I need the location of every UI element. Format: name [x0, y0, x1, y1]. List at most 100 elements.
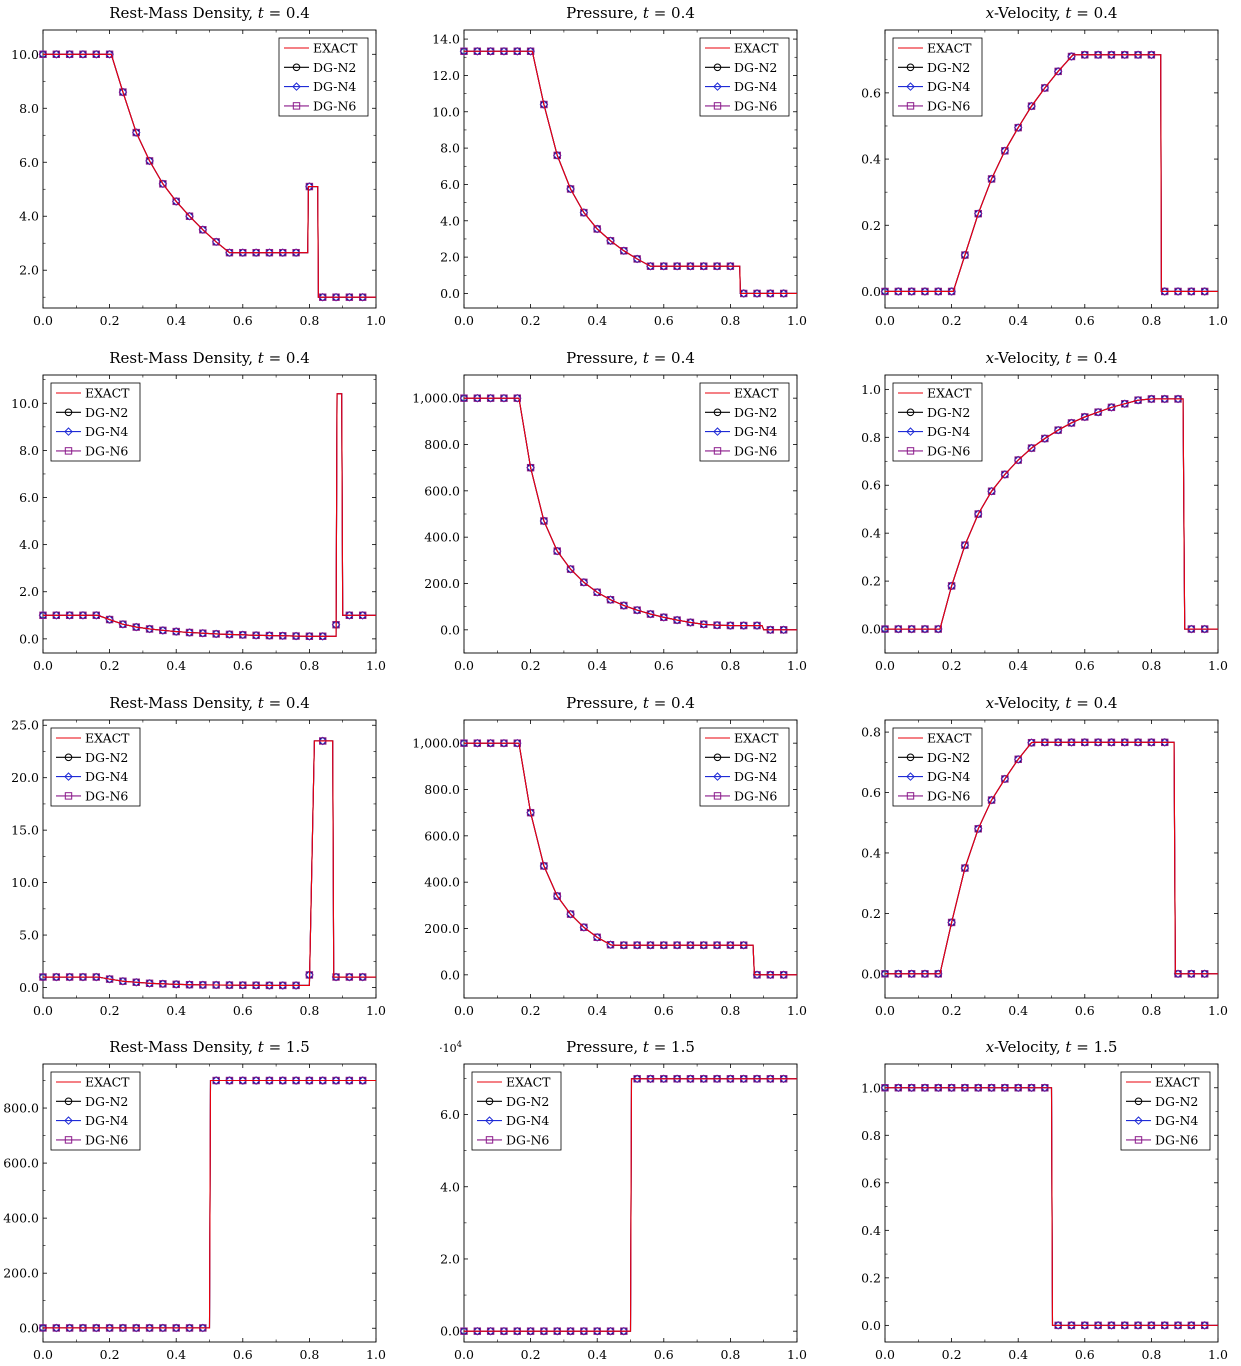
title-equals: = — [649, 1038, 671, 1056]
y-tick-label: 0.8 — [861, 725, 881, 740]
marker-dg-n6 — [580, 923, 588, 932]
marker-dg-n6 — [633, 606, 641, 614]
marker-dg-n6 — [1014, 123, 1022, 132]
x-tick-label: 0.8 — [720, 658, 740, 673]
title-time-value: 1.5 — [1094, 1038, 1118, 1056]
y-tick-label: 400.0 — [3, 1211, 39, 1226]
x-tick-label: 0.0 — [33, 1347, 53, 1362]
title-time-value: 0.4 — [286, 4, 310, 22]
y-tick-label: 2.0 — [19, 263, 39, 278]
legend: EXACT DG-N2 DG-N4 DG-N6 — [892, 727, 983, 807]
y-tick-label: 0.0 — [861, 284, 881, 299]
title-time-symbol: t — [1065, 349, 1072, 367]
marker-dg-n6 — [987, 796, 996, 804]
title-text: Rest-Mass Density, — [109, 349, 258, 367]
x-tick-label: 0.6 — [1075, 658, 1095, 673]
panel-3: Rest-Mass Density, t = 0.4 0.0 0.2 0.4 0.6 0.… — [11, 349, 386, 673]
legend: EXACT DG-N2 DG-N4 DG-N6 — [50, 1071, 141, 1151]
title-text: Rest-Mass Density, — [109, 694, 258, 712]
series-line-exact — [885, 398, 1218, 630]
title-equals: = — [264, 694, 286, 712]
y-tick-label: 4.0 — [19, 209, 39, 224]
marker-dg-n6 — [974, 209, 982, 218]
legend-label: DG-N6 — [734, 443, 777, 458]
series-line-exact — [885, 741, 1218, 975]
marker-dg-n6 — [1001, 775, 1009, 783]
marker-dg-n6 — [172, 197, 180, 206]
marker-dg-n6 — [606, 237, 615, 245]
title-time-value: 0.4 — [1094, 694, 1118, 712]
legend-label: DG-N4 — [1155, 1113, 1198, 1128]
marker-dg-n6 — [947, 918, 956, 927]
y-tick-label: 0.8 — [861, 430, 881, 445]
x-tick-label: 0.4 — [1008, 1347, 1028, 1362]
x-tick-label: 0.4 — [166, 313, 186, 328]
y-tick-label: 1.0 — [861, 1080, 881, 1095]
marker-dg-n6 — [580, 208, 588, 217]
marker-dg-n6 — [185, 212, 194, 220]
y-tick-label: 20.0 — [11, 770, 39, 785]
panel-8: x-Velocity, t = 0.4 0.0 0.2 0.4 0.6 0.8 1.0 0.0… — [861, 694, 1228, 1018]
title-time-symbol: t — [258, 4, 265, 22]
legend-marker — [64, 447, 73, 455]
series-line-exact — [464, 50, 797, 295]
x-tick-label: 0.0 — [33, 658, 53, 673]
legend-marker — [906, 82, 915, 91]
x-tick-label: 0.4 — [587, 313, 607, 328]
title-text: Pressure, — [566, 349, 643, 367]
x-tick-label: 0.6 — [1075, 1347, 1095, 1362]
panel-2: x-Velocity, t = 0.4 0.0 0.2 0.4 0.6 0.8 1.0 0.0… — [861, 4, 1228, 328]
legend-label: EXACT — [506, 1075, 551, 1090]
x-tick-label: 1.0 — [1208, 1347, 1228, 1362]
title-equals: = — [264, 4, 286, 22]
x-tick-label: 0.0 — [875, 658, 895, 673]
legend-marker — [64, 1116, 73, 1125]
title-text: Pressure, — [566, 1038, 643, 1056]
legend-label: DG-N2 — [734, 405, 777, 420]
series-line-exact — [43, 1079, 376, 1329]
legend-label: DG-N4 — [313, 79, 356, 94]
legend-label: EXACT — [734, 386, 779, 401]
marker-dg-n6 — [159, 180, 167, 188]
y-tick-label: 8.0 — [19, 101, 39, 116]
marker-dg-n6 — [580, 578, 588, 587]
legend-marker — [292, 102, 301, 110]
x-tick-label: 0.2 — [942, 658, 962, 673]
x-tick-label: 0.4 — [587, 1347, 607, 1362]
title-text: -Velocity, — [994, 694, 1065, 712]
x-tick-label: 1.0 — [787, 1347, 807, 1362]
y-tick-label: 400.0 — [424, 530, 460, 545]
x-tick-label: 0.8 — [299, 658, 319, 673]
legend-marker — [906, 772, 915, 781]
panel-9: Rest-Mass Density, t = 1.5 0.0 0.2 0.4 0.6 0.… — [3, 1038, 386, 1362]
panel-10: Pressure, t = 1.5 0.0 0.2 0.4 0.6 0.8 1.0 0.0 2.… — [439, 1038, 807, 1362]
title-time-symbol: t — [258, 349, 265, 367]
x-tick-label: 0.8 — [720, 1347, 740, 1362]
y-tick-label: 0.4 — [861, 1223, 881, 1238]
x-tick-label: 0.0 — [454, 1347, 474, 1362]
title-time-symbol: t — [258, 1038, 265, 1056]
legend-marker — [485, 1116, 494, 1125]
legend-label: DG-N6 — [927, 443, 970, 458]
legend-label: DG-N2 — [927, 405, 970, 420]
panel-title: x-Velocity, t = 1.5 — [986, 1038, 1118, 1056]
marker-dg-n6 — [974, 510, 982, 518]
legend-marker — [1134, 1116, 1143, 1125]
legend-marker — [292, 82, 301, 91]
marker-dg-n6 — [1067, 419, 1076, 427]
marker-dg-n6 — [553, 151, 561, 160]
y-tick-label: 8.0 — [440, 141, 460, 156]
legend-label: DG-N4 — [734, 79, 777, 94]
y-tick-label: 0.0 — [19, 980, 39, 995]
marker-dg-n6 — [119, 620, 127, 628]
legend: EXACT DG-N2 DG-N4 DG-N6 — [50, 382, 141, 462]
panel-title: Rest-Mass Density, t = 0.4 — [109, 694, 310, 712]
legend-marker — [906, 447, 915, 455]
marker-dg-n6 — [1041, 84, 1049, 92]
series-line-exact — [43, 393, 376, 637]
x-tick-label: 0.0 — [875, 313, 895, 328]
title-equals: = — [1071, 1038, 1093, 1056]
legend-label: DG-N6 — [85, 443, 128, 458]
x-tick-label: 0.8 — [1141, 658, 1161, 673]
y-tick-label: 0.4 — [861, 845, 881, 860]
